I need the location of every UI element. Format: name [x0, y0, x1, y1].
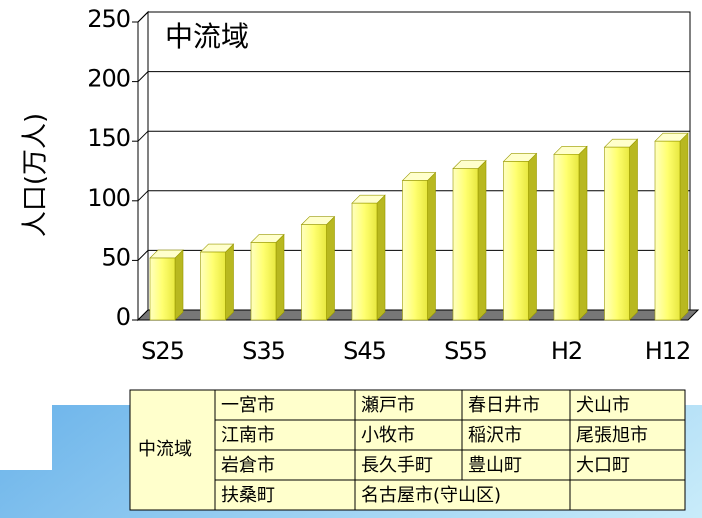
bar-front	[351, 202, 378, 321]
table-cell-text: 名古屋市(守山区)	[361, 485, 501, 506]
bar-front	[200, 251, 226, 321]
x-tick-label: H12	[645, 337, 691, 365]
bar-side	[174, 249, 184, 321]
bar-side	[275, 233, 285, 321]
bar-side	[477, 159, 487, 321]
chart: 中流域 人口(万人) 0 50 100 150 200 250 S25 S35 S45 S55 H2…	[21, 5, 700, 365]
table-cell-text: 大口町	[576, 455, 630, 476]
x-tick-label: S55	[444, 337, 487, 365]
table-cell-text: 一宮市	[221, 395, 275, 416]
bar	[603, 138, 639, 321]
table-cell	[461, 449, 571, 481]
x-tick-label: S45	[343, 337, 386, 365]
bar-side	[679, 132, 689, 321]
chart-title: 中流域	[165, 20, 249, 53]
bar	[401, 171, 437, 321]
x-tick-label: S35	[242, 337, 285, 365]
y-tick-label: 150	[87, 124, 130, 152]
table-cell-text: 扶桑町	[221, 485, 275, 506]
table-cell	[569, 449, 686, 481]
bar-front	[301, 224, 327, 321]
y-axis-label: 人口(万人)	[21, 113, 51, 237]
x-tick-label: S25	[141, 337, 184, 365]
table-cell	[354, 479, 571, 511]
table-cell	[354, 449, 463, 481]
table-cell	[214, 479, 356, 511]
bar-side	[427, 171, 436, 321]
bar-side	[528, 152, 537, 321]
table-cell-text: 豊山町	[468, 455, 522, 476]
bar	[300, 215, 336, 321]
table-cell-text: 長久手町	[361, 455, 433, 476]
panel-edge	[0, 400, 52, 470]
bar	[553, 145, 588, 321]
table-cell-text: 尾張旭市	[576, 425, 648, 446]
grid-line-side	[137, 190, 149, 202]
bar-front	[503, 161, 529, 321]
bar	[199, 243, 235, 321]
bar	[149, 249, 184, 321]
table-cell	[569, 419, 686, 451]
region-label: 中流域	[138, 439, 192, 460]
table-cell	[569, 389, 686, 421]
table-cell-text: 春日井市	[468, 395, 540, 416]
bar-front	[553, 154, 580, 321]
table-cell-text: 犬山市	[576, 395, 630, 416]
bar-front	[452, 168, 479, 321]
grid-line-side	[137, 11, 149, 23]
bar-front	[250, 242, 277, 321]
bar-front	[402, 180, 428, 321]
grid-line-side	[137, 250, 149, 261]
grid-line-side	[137, 130, 149, 142]
y-tick-label: 250	[87, 5, 130, 33]
bar-front	[149, 257, 176, 321]
bar-front	[654, 140, 681, 321]
bar	[654, 132, 689, 321]
table-cell-text: 瀬戸市	[361, 395, 415, 416]
grid-line-side	[137, 71, 149, 82]
bar-side	[578, 145, 588, 321]
bar	[351, 194, 386, 321]
y-tick-label: 50	[101, 243, 130, 271]
bar	[250, 233, 285, 321]
side-wall	[137, 10, 149, 322]
table-cell-text: 小牧市	[361, 425, 415, 446]
y-tick-label: 100	[87, 184, 130, 212]
table-cell-empty	[569, 479, 686, 511]
x-tick-label: H2	[551, 337, 582, 365]
bar-front	[604, 146, 630, 321]
bar	[502, 152, 538, 321]
table-cell-text: 岩倉市	[221, 455, 275, 476]
y-tick-label: 200	[87, 65, 130, 93]
table-cell-text: 江南市	[221, 425, 275, 446]
bar-side	[326, 215, 335, 321]
table-cell-text: 稲沢市	[468, 425, 522, 446]
y-tick-label: 0	[116, 303, 130, 331]
bar	[452, 159, 487, 321]
bar-side	[629, 138, 638, 321]
table-cell	[214, 449, 356, 481]
bar-side	[376, 194, 386, 321]
bar-side	[225, 243, 234, 321]
table-cell	[354, 419, 463, 451]
